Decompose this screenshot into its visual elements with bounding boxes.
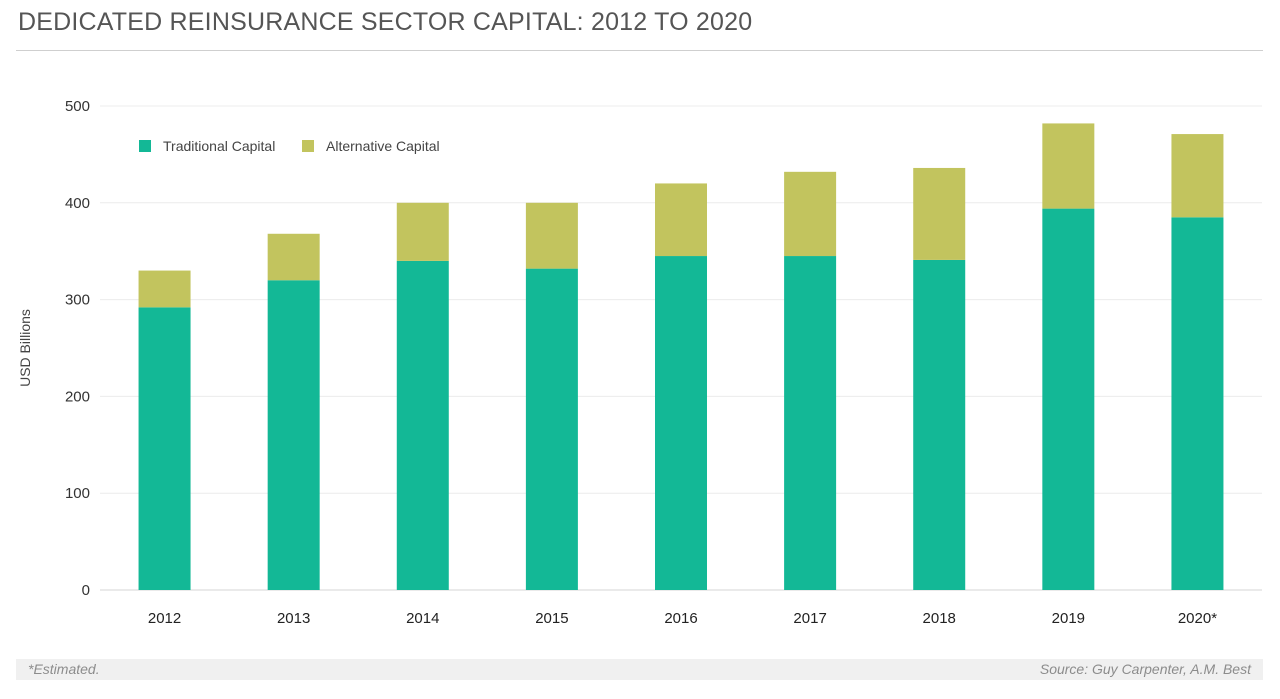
source-note: Source: Guy Carpenter, A.M. Best: [1039, 661, 1251, 677]
x-tick-label: 2014: [406, 610, 439, 627]
x-tick-label: 2018: [923, 610, 956, 627]
x-tick-label: 2016: [664, 610, 697, 627]
x-tick-labels: 2012 2013 2014 2015 2016 2017 2018 2019 2020*: [148, 610, 1217, 627]
y-tick-label: 300: [65, 292, 90, 309]
x-tick-label: 2013: [277, 610, 310, 627]
title-divider: [16, 50, 1263, 51]
y-tick-label: 200: [65, 388, 90, 405]
footer-bar: *Estimated. Source: Guy Carpenter, A.M. …: [16, 659, 1263, 680]
bar-alternative-capital: [396, 202, 449, 261]
bar-alternative-capital: [1042, 123, 1095, 209]
bar-alternative-capital: [913, 167, 966, 260]
y-tick-label: 0: [82, 582, 90, 599]
legend-swatch: [302, 140, 314, 152]
y-tick-labels: 0 100 200 300 400 500: [65, 98, 90, 599]
y-axis-label: USD Billions: [17, 309, 33, 387]
bars: [138, 123, 1224, 590]
bar-alternative-capital: [784, 171, 837, 257]
bar-traditional-capital: [1171, 217, 1224, 590]
y-tick-label: 500: [65, 98, 90, 115]
bar-traditional-capital: [655, 256, 707, 590]
legend-label: Alternative Capital: [326, 138, 440, 154]
legend: Traditional Capital Alternative Capital: [139, 138, 440, 154]
y-tick-label: 100: [65, 485, 90, 502]
x-tick-label: 2020*: [1178, 610, 1217, 627]
footnote: *Estimated.: [28, 661, 100, 677]
bar-traditional-capital: [784, 256, 837, 590]
x-tick-label: 2017: [793, 610, 826, 627]
bar-traditional-capital: [138, 307, 191, 590]
bar-traditional-capital: [396, 260, 449, 590]
chart-title: DEDICATED REINSURANCE SECTOR CAPITAL: 20…: [18, 8, 753, 36]
bar-alternative-capital: [267, 233, 320, 281]
bar-traditional-capital: [1042, 208, 1095, 590]
y-tick-label: 400: [65, 195, 90, 212]
bar-alternative-capital: [655, 183, 707, 257]
x-tick-label: 2012: [148, 610, 181, 627]
bar-alternative-capital: [525, 202, 578, 269]
x-tick-label: 2019: [1052, 610, 1085, 627]
bar-traditional-capital: [525, 268, 578, 590]
bar-alternative-capital: [138, 270, 191, 308]
bar-traditional-capital: [267, 280, 320, 590]
bar-traditional-capital: [913, 259, 966, 590]
legend-label: Traditional Capital: [163, 138, 275, 154]
legend-swatch: [139, 140, 151, 152]
x-tick-label: 2015: [535, 610, 568, 627]
bar-alternative-capital: [1171, 134, 1224, 218]
